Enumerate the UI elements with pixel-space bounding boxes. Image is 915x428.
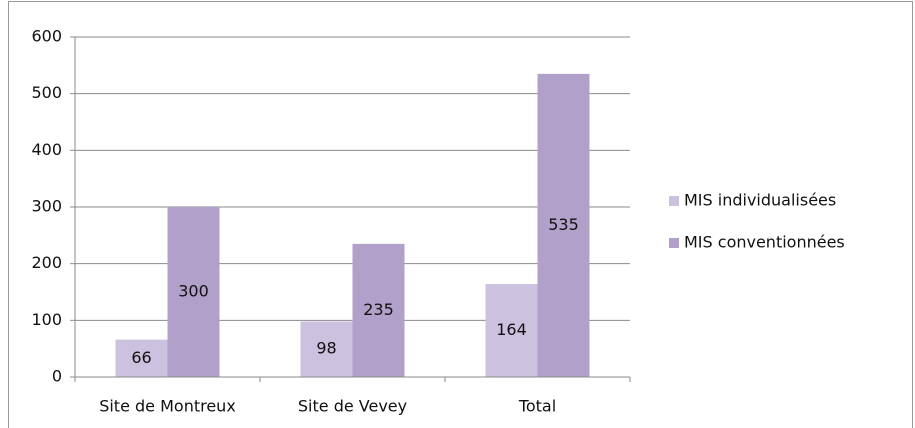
y-tick-label: 400 <box>31 140 62 159</box>
y-tick-label: 500 <box>31 83 62 102</box>
legend-label: MIS conventionnées <box>684 233 845 252</box>
x-tick-label: Site de Montreux <box>99 397 236 416</box>
bar <box>485 284 538 377</box>
legend-swatch <box>669 196 679 206</box>
y-tick-label: 300 <box>31 197 62 216</box>
chart-frame <box>8 1 913 428</box>
data-label: 535 <box>548 215 579 234</box>
y-tick-label: 0 <box>52 367 62 386</box>
x-tick-label: Site de Vevey <box>298 397 407 416</box>
bar <box>537 73 590 377</box>
data-label: 235 <box>363 300 394 319</box>
y-tick-label: 200 <box>31 253 62 272</box>
y-tick-label: 100 <box>31 310 62 329</box>
legend-swatch <box>669 238 679 248</box>
x-tick-label: Total <box>518 397 556 416</box>
legend-label: MIS individualisées <box>684 191 836 210</box>
bar <box>115 339 168 377</box>
data-label: 66 <box>131 348 151 367</box>
bar <box>167 207 220 377</box>
data-label: 164 <box>496 320 527 339</box>
y-tick-label: 600 <box>31 27 62 46</box>
data-label: 98 <box>316 339 336 358</box>
bar <box>352 243 405 377</box>
bar <box>300 321 353 377</box>
data-label: 300 <box>178 282 209 301</box>
